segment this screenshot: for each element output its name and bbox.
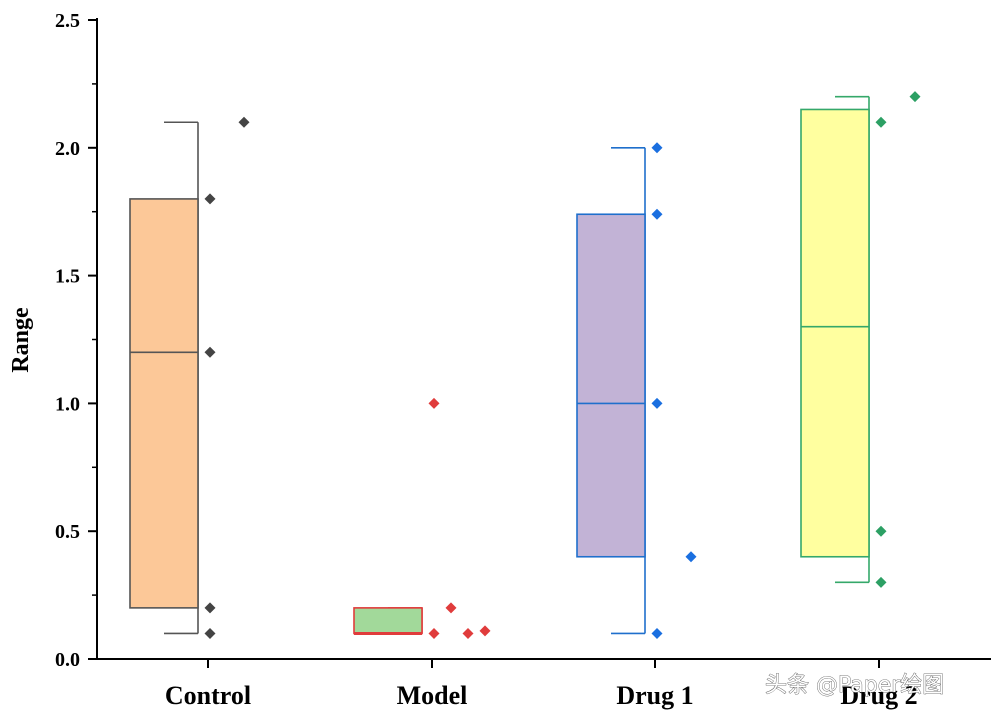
y-tick-label-2: 1.0 [55, 393, 80, 415]
y-axis-title: Range [8, 307, 34, 373]
data-point [462, 627, 474, 639]
data-point [875, 116, 887, 128]
x-tick-label-1: Model [397, 681, 468, 710]
data-point [445, 602, 457, 614]
data-point [875, 576, 887, 588]
data-point [238, 116, 250, 128]
data-point [909, 91, 921, 103]
box-control [129, 116, 250, 639]
data-point [428, 627, 440, 639]
data-point [204, 346, 216, 358]
box-model [353, 397, 491, 639]
data-point [651, 627, 663, 639]
data-point [651, 397, 663, 409]
data-point [685, 551, 697, 563]
y-tick-label-3: 1.5 [55, 266, 80, 288]
data-point [651, 208, 663, 220]
x-tick-label-3: Drug 2 [840, 681, 917, 710]
data-point [204, 602, 216, 614]
box-iqr [129, 198, 199, 609]
data-point [875, 525, 887, 537]
y-tick-label-1: 0.5 [55, 521, 80, 543]
box-drug-2 [800, 91, 921, 588]
data-point [479, 625, 491, 637]
data-point [651, 142, 663, 154]
watermark: 头条 @Paper绘图 [765, 673, 944, 698]
axes: 0.0 0.5 1.0 1.5 2.0 2.5 [55, 10, 991, 671]
y-tick-label-4: 2.0 [55, 138, 80, 160]
box-iqr [800, 108, 870, 558]
x-tick-label-2: Drug 1 [616, 681, 693, 710]
box-drug-1 [576, 142, 697, 639]
x-tick-label-0: Control [165, 681, 251, 710]
labels: Control Model Drug 1 Drug 2 [165, 681, 918, 710]
data-point [428, 397, 440, 409]
boxes [129, 91, 921, 639]
y-tick-label-5: 2.5 [55, 10, 80, 32]
box-iqr [576, 213, 646, 558]
box-iqr [353, 607, 423, 635]
y-tick-label-0: 0.0 [55, 649, 80, 671]
data-point [204, 627, 216, 639]
data-point [204, 193, 216, 205]
